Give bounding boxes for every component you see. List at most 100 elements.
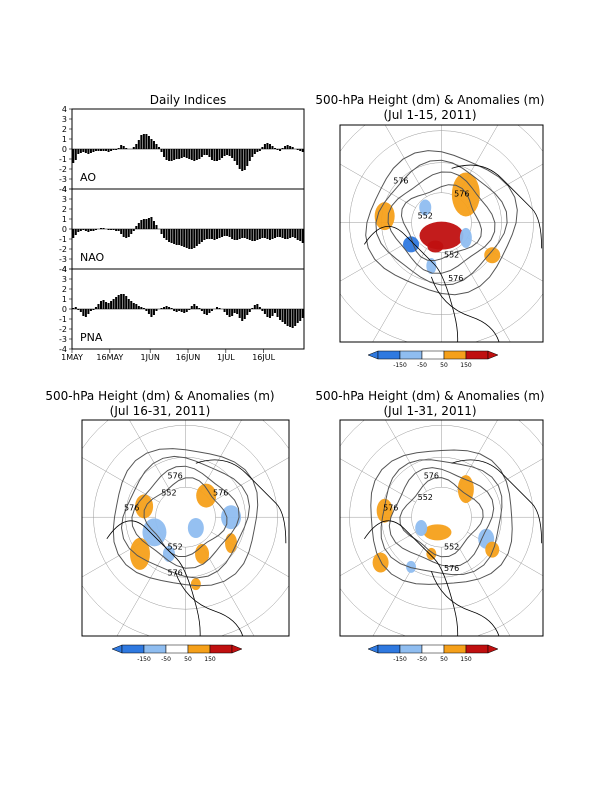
contour-label: 552 (168, 543, 183, 552)
index-bar (155, 309, 158, 311)
anomaly-patch (221, 505, 242, 530)
meridian-line (456, 248, 511, 342)
index-bar (152, 221, 155, 229)
index-bar (170, 149, 173, 161)
index-bar (203, 229, 206, 240)
index-bar (132, 147, 135, 149)
index-bar (286, 145, 289, 149)
index-bar (188, 229, 191, 249)
index-bar (289, 309, 292, 327)
index-bar (251, 149, 254, 157)
index-bar (231, 309, 234, 316)
index-bar (94, 307, 97, 309)
y-tick-label: 0 (62, 145, 67, 154)
colorbar-segment (377, 350, 401, 360)
anomaly-patch (196, 483, 217, 508)
height-contour (120, 455, 251, 579)
index-bar (299, 149, 302, 151)
anomaly-patch (129, 537, 150, 570)
index-bar (261, 309, 264, 311)
index-bar (258, 149, 261, 151)
index-bar (253, 305, 256, 309)
contour-label: 552 (444, 250, 459, 259)
index-bar (258, 307, 261, 309)
index-bar (190, 306, 193, 309)
index-bar (208, 149, 211, 157)
index-bar (102, 149, 105, 151)
index-bar (173, 229, 176, 244)
index-bar (263, 309, 266, 314)
anomaly-patch (423, 524, 452, 541)
colorbar-segment (465, 644, 489, 654)
x-tick-label: 1MAY (61, 353, 83, 362)
index-bar (228, 229, 231, 237)
index-bar (102, 300, 105, 309)
index-bar (296, 229, 299, 240)
index-bar (185, 309, 188, 312)
map-frame (339, 419, 544, 637)
map3-title: 500-hPa Height (dm) & Anomalies (m) (315, 389, 545, 403)
height-contour (375, 159, 508, 286)
contour-label: 576 (424, 471, 439, 480)
index-bar (99, 301, 103, 309)
colorbar-label: 50 (440, 656, 448, 663)
index-bar (137, 306, 140, 309)
index-bar (241, 229, 244, 238)
index-bar (253, 229, 256, 241)
index-bar (112, 229, 115, 230)
contour-label: 576 (448, 274, 463, 283)
map-frame (81, 419, 290, 637)
colorbar-right-arrow (487, 644, 499, 654)
index-bar (203, 149, 206, 155)
index-bar (140, 135, 143, 149)
index-bar (183, 149, 186, 157)
colorbar-segment (143, 644, 167, 654)
index-bar (243, 149, 246, 170)
y-tick-label: 3 (62, 275, 67, 284)
colorbar-label: -150 (137, 656, 151, 663)
index-bar (241, 309, 244, 321)
index-bar (284, 229, 287, 239)
anomaly-patch (426, 547, 437, 560)
index-bar (74, 229, 77, 235)
index-bar (122, 146, 125, 149)
coastline (430, 571, 500, 636)
index-bar (198, 149, 201, 159)
index-bar (132, 303, 135, 309)
index-bar (142, 219, 145, 229)
index-bar (221, 229, 224, 237)
index-bar (276, 309, 279, 317)
index-bar (301, 229, 304, 243)
index-bar (180, 309, 183, 312)
index-bar (188, 149, 191, 159)
index-bar (273, 148, 277, 149)
x-tick-label: 1JUN (141, 353, 160, 362)
x-tick-label: 16JUN (176, 353, 200, 362)
index-bar (117, 295, 120, 309)
index-bar (87, 149, 90, 154)
index-bar (263, 229, 266, 238)
index-bar (291, 309, 294, 328)
index-bar (155, 144, 158, 149)
index-bar (120, 145, 123, 149)
index-bar (178, 309, 181, 311)
y-tick-label: -3 (59, 335, 67, 344)
index-bar (266, 143, 269, 149)
coastline (364, 225, 459, 342)
index-bar (268, 309, 271, 318)
index-bar (120, 229, 123, 234)
anomaly-patch (484, 247, 501, 264)
index-bar (163, 149, 166, 157)
index-bar (168, 307, 171, 309)
colorbar-left-arrow (367, 644, 379, 654)
y-tick-label: 1 (62, 135, 67, 144)
contour-label: 576 (168, 569, 183, 578)
index-bar (279, 309, 282, 320)
index-bar (251, 229, 254, 241)
index-bar (89, 229, 92, 231)
index-bar (82, 229, 85, 230)
colorbar-right-arrow (487, 350, 499, 360)
index-bar (135, 226, 138, 229)
colorbar-segment (377, 644, 401, 654)
